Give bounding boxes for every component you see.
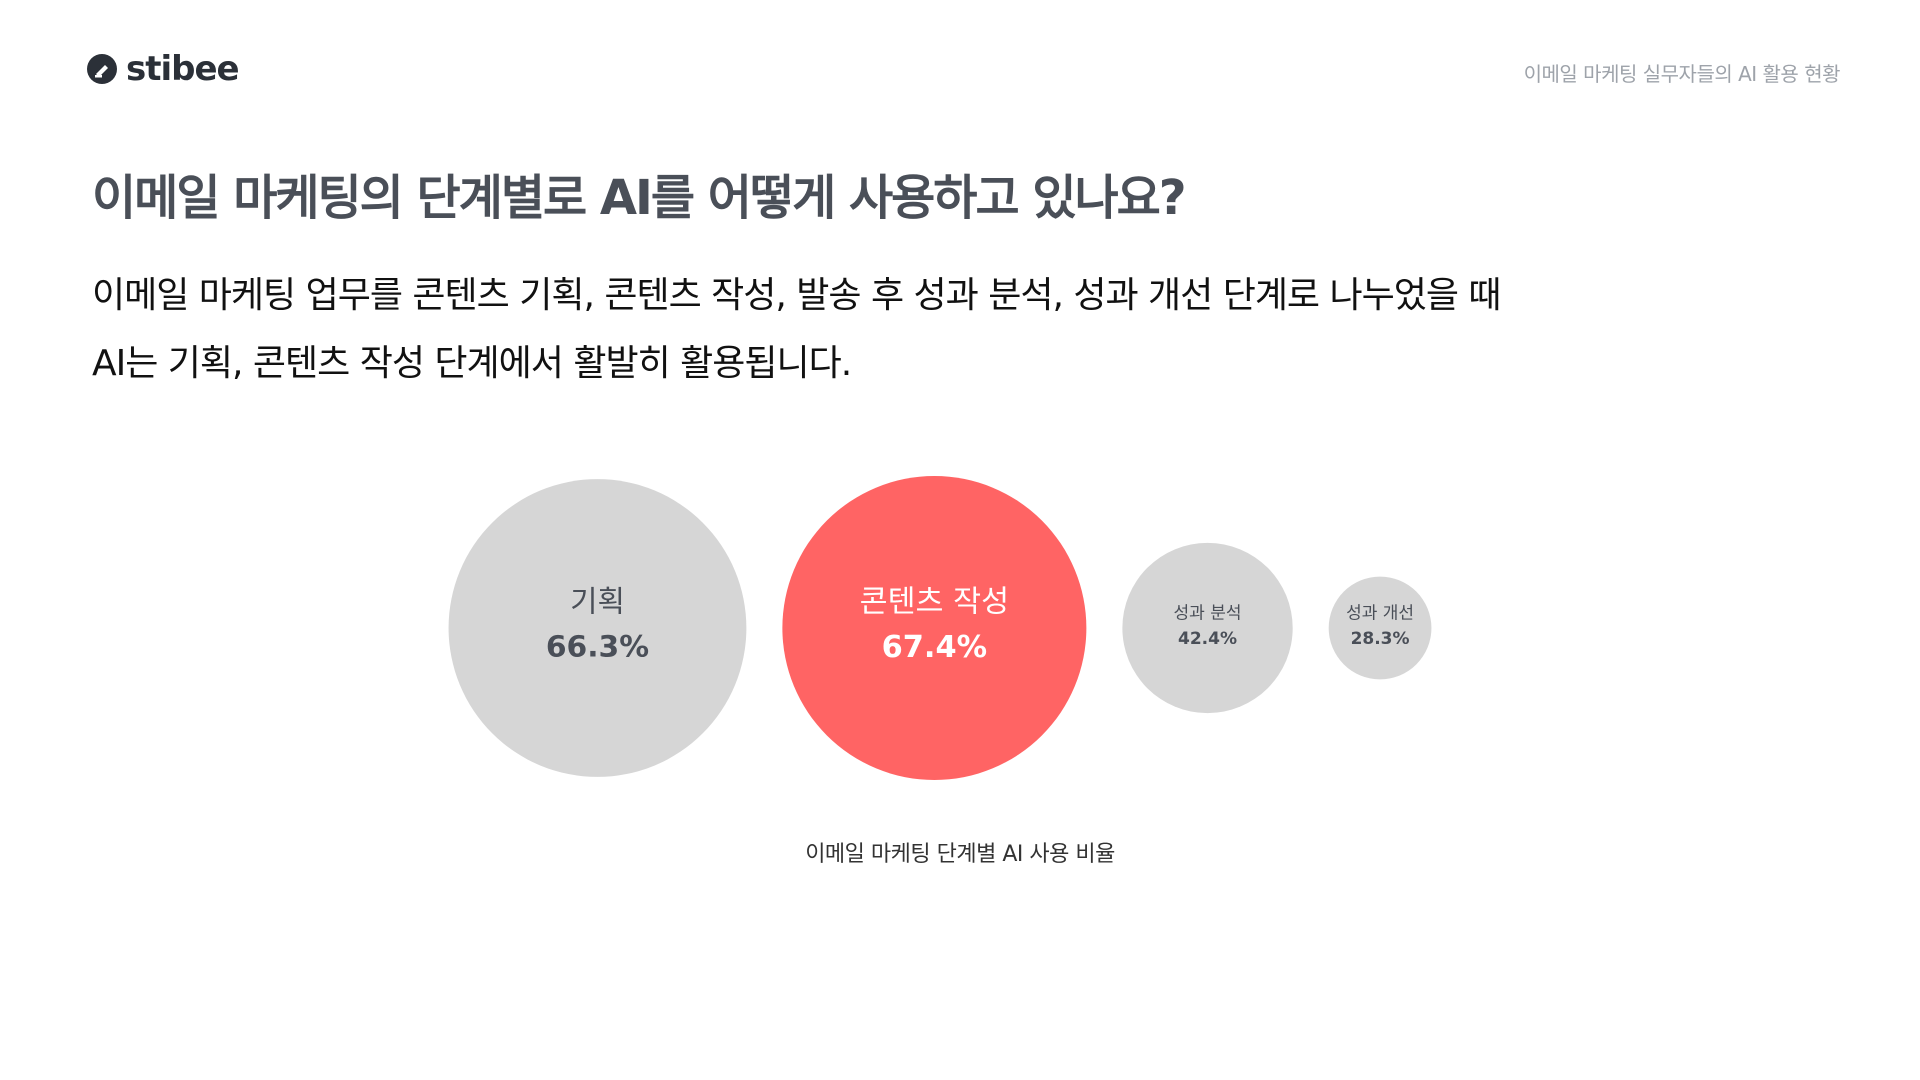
bubble-value-label-1: 67.4% xyxy=(882,630,987,665)
bubble-value-label-3: 28.3% xyxy=(1351,629,1410,649)
report-title: 이메일 마케팅 실무자들의 AI 활용 현황 xyxy=(1523,62,1841,86)
bubble-2: 성과 분석 42.4% xyxy=(1122,542,1293,714)
description-line-2: AI는 기획, 콘텐츠 작성 단계에서 활발히 활용됩니다. xyxy=(92,343,852,384)
bubble-circle-2 xyxy=(1122,542,1293,714)
bubble-circle-1 xyxy=(782,476,1087,780)
bubble-category-label-1: 콘텐츠 작성 xyxy=(860,584,1009,619)
bubble-category-label-0: 기획 xyxy=(570,585,625,620)
stibee-logo-icon xyxy=(87,54,117,84)
bubble-circle-3 xyxy=(1328,576,1432,680)
description: 이메일 마케팅 업무를 콘텐츠 기획, 콘텐츠 작성, 발송 후 성과 분석, … xyxy=(92,262,1502,398)
bubble-0: 기획 66.3% xyxy=(448,479,747,777)
bubble-category-label-2: 성과 분석 xyxy=(1174,604,1242,624)
bubble-3: 성과 개선 28.3% xyxy=(1328,576,1432,680)
description-line-1: 이메일 마케팅 업무를 콘텐츠 기획, 콘텐츠 작성, 발송 후 성과 분석, … xyxy=(92,275,1502,316)
bubble-circle-0 xyxy=(448,479,747,777)
bubble-category-label-3: 성과 개선 xyxy=(1346,604,1414,624)
bubble-1: 콘텐츠 작성 67.4% xyxy=(782,476,1087,780)
page-title: 이메일 마케팅의 단계별로 AI를 어떻게 사용하고 있나요? xyxy=(92,170,1187,226)
chart-caption: 이메일 마케팅 단계별 AI 사용 비율 xyxy=(805,842,1115,867)
header: stibee xyxy=(86,49,240,89)
logo-text: stibee xyxy=(126,49,240,89)
bubble-value-label-2: 42.4% xyxy=(1178,629,1237,649)
bubble-value-label-0: 66.3% xyxy=(546,629,649,664)
